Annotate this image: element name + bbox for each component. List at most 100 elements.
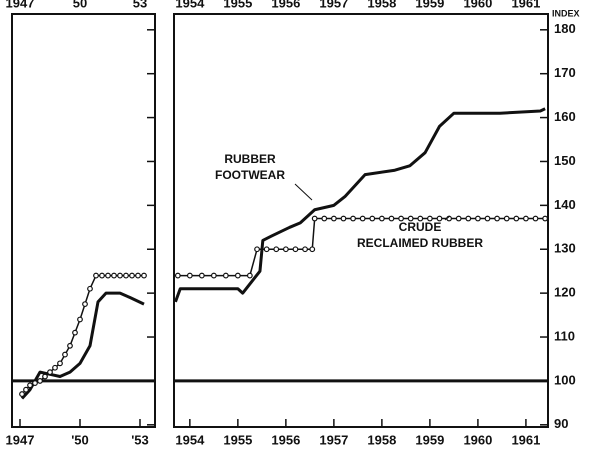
series-line bbox=[20, 291, 145, 400]
x-tick-label: 1954 bbox=[175, 432, 205, 447]
point bbox=[67, 342, 73, 349]
point bbox=[117, 272, 123, 279]
x-tick-label: 1961 bbox=[511, 432, 540, 447]
x-top-label: 1954 bbox=[175, 0, 205, 10]
point bbox=[330, 215, 337, 222]
point bbox=[135, 272, 141, 279]
point bbox=[19, 391, 25, 397]
x-top-label: 1957 bbox=[319, 0, 348, 10]
annotation: FOOTWEAR bbox=[215, 168, 285, 182]
x-top-label: 1958 bbox=[367, 0, 396, 10]
point bbox=[388, 215, 395, 222]
point bbox=[111, 272, 117, 279]
point bbox=[105, 272, 111, 279]
x-tick-label: 1959 bbox=[415, 432, 444, 447]
y-axis-label: INDEX bbox=[552, 8, 580, 18]
point bbox=[398, 215, 404, 222]
annotation-pointer bbox=[444, 215, 451, 221]
right-panel-frame bbox=[173, 13, 549, 428]
y-tick-label: 140 bbox=[554, 197, 576, 212]
x-top-label: 1959 bbox=[415, 0, 444, 10]
point bbox=[321, 215, 328, 222]
point bbox=[302, 246, 308, 253]
x-top-label: 53 bbox=[133, 0, 147, 10]
point bbox=[465, 215, 472, 222]
point bbox=[455, 215, 462, 222]
y-tick-label: 180 bbox=[554, 21, 576, 36]
point bbox=[246, 272, 253, 279]
y-tick-label: 110 bbox=[554, 328, 575, 343]
point bbox=[494, 215, 501, 222]
y-tick-label: 170 bbox=[554, 65, 576, 80]
left-panel-frame bbox=[11, 13, 156, 428]
point bbox=[542, 215, 549, 222]
point bbox=[513, 215, 520, 222]
x-tick-label: 1957 bbox=[319, 432, 348, 447]
point bbox=[47, 369, 53, 376]
x-top-label: 1956 bbox=[271, 0, 300, 10]
point bbox=[475, 215, 481, 222]
point bbox=[27, 382, 33, 389]
y-tick-label: 160 bbox=[554, 109, 576, 124]
x-top-label: 1955 bbox=[223, 0, 252, 10]
y-tick-label: 130 bbox=[554, 241, 576, 256]
point bbox=[359, 215, 366, 222]
point bbox=[93, 272, 99, 279]
x-tick-label: 1960 bbox=[463, 432, 492, 447]
point bbox=[57, 360, 63, 367]
point bbox=[309, 246, 316, 253]
point bbox=[32, 380, 38, 387]
point bbox=[369, 215, 376, 222]
point bbox=[340, 215, 347, 222]
series-line bbox=[174, 107, 546, 303]
point bbox=[87, 285, 93, 292]
x-top-label: 1947 bbox=[6, 0, 35, 10]
point bbox=[77, 316, 83, 323]
point bbox=[503, 215, 510, 222]
point bbox=[42, 373, 48, 380]
x-top-label: 50 bbox=[73, 0, 87, 10]
annotation-pointer bbox=[294, 183, 313, 201]
point bbox=[417, 215, 424, 222]
point bbox=[23, 386, 29, 393]
x-tick-label: 1958 bbox=[367, 432, 396, 447]
y-tick-label: 150 bbox=[554, 153, 576, 168]
y-tick-label: 120 bbox=[554, 285, 576, 300]
point bbox=[263, 246, 270, 253]
point bbox=[123, 272, 129, 279]
point bbox=[532, 215, 539, 222]
point bbox=[426, 215, 433, 222]
annotation: RECLAIMED RUBBER bbox=[357, 236, 483, 250]
point bbox=[174, 272, 181, 279]
point bbox=[186, 272, 193, 279]
point bbox=[99, 272, 105, 279]
point bbox=[407, 215, 414, 222]
annotation: CRUDE bbox=[399, 220, 442, 234]
x-tick-label: 1956 bbox=[271, 432, 300, 447]
x-tick-label: '50 bbox=[71, 432, 89, 447]
point bbox=[62, 351, 68, 358]
point bbox=[378, 215, 385, 222]
point bbox=[436, 215, 443, 222]
point bbox=[523, 215, 529, 222]
x-tick-label: '53 bbox=[131, 432, 149, 447]
annotation: RUBBER bbox=[224, 152, 276, 166]
point bbox=[484, 215, 491, 222]
y-tick-label: 100 bbox=[554, 372, 576, 387]
point bbox=[210, 272, 217, 279]
point bbox=[222, 272, 229, 279]
x-top-label: 1960 bbox=[463, 0, 492, 10]
series-line bbox=[21, 274, 144, 395]
x-tick-label: 1947 bbox=[6, 432, 35, 447]
x-top-label: 1961 bbox=[511, 0, 540, 10]
point bbox=[292, 246, 299, 253]
point bbox=[82, 301, 88, 308]
point bbox=[72, 329, 78, 336]
point bbox=[129, 272, 135, 279]
point bbox=[234, 272, 241, 279]
y-tick-label: 90 bbox=[554, 416, 568, 431]
point bbox=[52, 364, 58, 371]
point bbox=[273, 246, 280, 253]
point bbox=[37, 378, 43, 384]
